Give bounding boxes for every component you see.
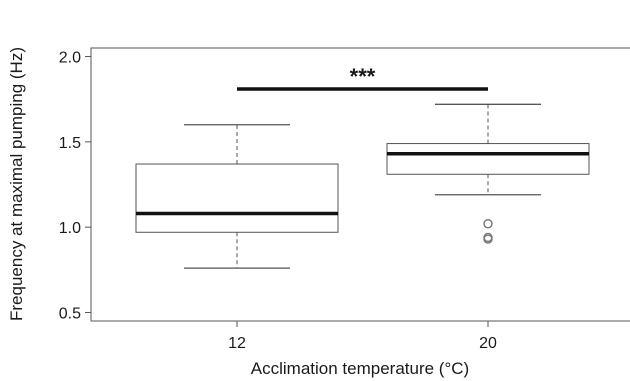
plot-area bbox=[90, 47, 630, 322]
y-tick-label: 2.0 bbox=[59, 50, 81, 67]
box-iqr bbox=[135, 163, 339, 233]
y-axis-title: Frequency at maximal pumping (Hz) bbox=[7, 47, 26, 321]
y-tick-label: 0.5 bbox=[59, 305, 81, 322]
y-tick-label: 1.5 bbox=[59, 135, 81, 152]
y-tick-label: 1.0 bbox=[59, 220, 81, 237]
x-axis-title: Acclimation temperature (°C) bbox=[251, 359, 469, 378]
plot-frame bbox=[90, 47, 630, 322]
x-tick-label: 20 bbox=[479, 335, 497, 352]
x-tick-label: 12 bbox=[228, 335, 246, 352]
y-axis: 0.5 1.0 1.5 2.0 bbox=[59, 50, 91, 322]
box-iqr bbox=[386, 143, 590, 175]
x-axis: 12 20 bbox=[228, 321, 497, 352]
significance-annotation: *** bbox=[237, 64, 488, 91]
significance-label: *** bbox=[350, 64, 376, 89]
box-20 bbox=[386, 103, 590, 244]
outlier-point bbox=[483, 232, 493, 243]
box-12 bbox=[135, 124, 339, 269]
outlier-point bbox=[483, 219, 493, 229]
boxes bbox=[135, 103, 590, 269]
